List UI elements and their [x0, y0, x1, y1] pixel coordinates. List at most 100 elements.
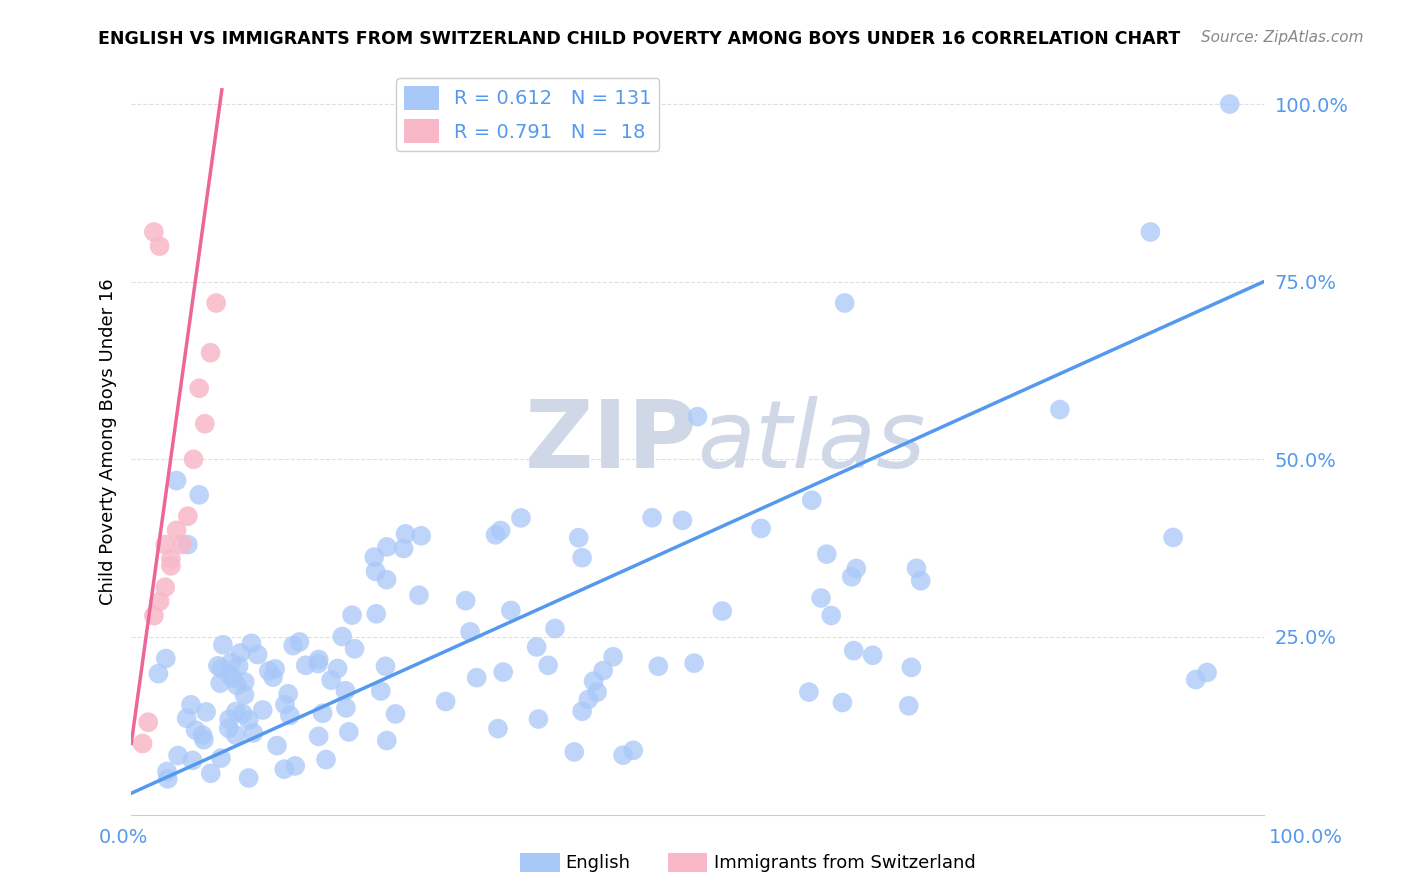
- Point: [184, 723, 207, 738]
- Point: [181, 753, 204, 767]
- Point: [576, 692, 599, 706]
- Point: [191, 728, 214, 742]
- Point: [148, 594, 170, 608]
- Point: [148, 239, 170, 253]
- Point: [834, 296, 856, 310]
- Point: [337, 725, 360, 739]
- Point: [232, 706, 254, 721]
- Text: ZIP: ZIP: [524, 395, 697, 488]
- Point: [222, 671, 245, 685]
- Point: [209, 661, 232, 675]
- Point: [228, 658, 250, 673]
- Point: [1197, 665, 1219, 680]
- Point: [225, 705, 247, 719]
- Y-axis label: Child Poverty Among Boys Under 16: Child Poverty Among Boys Under 16: [100, 278, 117, 605]
- Point: [862, 648, 884, 663]
- Point: [537, 658, 560, 673]
- Point: [180, 698, 202, 712]
- Point: [375, 540, 398, 554]
- Point: [465, 671, 488, 685]
- Point: [194, 417, 217, 431]
- Point: [897, 698, 920, 713]
- Point: [612, 748, 634, 763]
- Point: [277, 687, 299, 701]
- Point: [374, 659, 396, 673]
- Point: [364, 565, 387, 579]
- Point: [212, 638, 235, 652]
- Point: [218, 721, 240, 735]
- Point: [315, 753, 337, 767]
- Point: [233, 688, 256, 702]
- Point: [136, 715, 159, 730]
- Point: [458, 624, 481, 639]
- Point: [225, 728, 247, 742]
- Point: [408, 588, 430, 602]
- Point: [160, 558, 183, 573]
- Point: [156, 772, 179, 786]
- Point: [492, 665, 515, 679]
- Point: [229, 646, 252, 660]
- Text: 100.0%: 100.0%: [1268, 828, 1343, 847]
- Point: [209, 751, 232, 765]
- Point: [484, 528, 506, 542]
- Point: [264, 662, 287, 676]
- Point: [166, 524, 188, 538]
- Point: [384, 706, 406, 721]
- Point: [142, 225, 165, 239]
- Point: [454, 593, 477, 607]
- Point: [240, 636, 263, 650]
- Point: [233, 675, 256, 690]
- Point: [294, 658, 316, 673]
- Point: [544, 622, 567, 636]
- Point: [142, 608, 165, 623]
- Point: [226, 678, 249, 692]
- Point: [749, 521, 772, 535]
- Point: [177, 537, 200, 551]
- Point: [188, 488, 211, 502]
- Point: [686, 409, 709, 424]
- Point: [209, 676, 232, 690]
- Point: [238, 771, 260, 785]
- Point: [571, 704, 593, 718]
- Point: [815, 547, 838, 561]
- Point: [841, 570, 863, 584]
- Point: [411, 529, 433, 543]
- Point: [831, 696, 853, 710]
- Text: English: English: [565, 854, 630, 871]
- Point: [340, 608, 363, 623]
- Point: [641, 510, 664, 524]
- Point: [363, 550, 385, 565]
- Point: [319, 673, 342, 687]
- Point: [800, 493, 823, 508]
- Point: [148, 666, 170, 681]
- Point: [193, 732, 215, 747]
- Point: [183, 452, 205, 467]
- Point: [1184, 673, 1206, 687]
- Point: [621, 743, 644, 757]
- Point: [307, 657, 329, 671]
- Point: [568, 531, 591, 545]
- Point: [274, 698, 297, 712]
- Point: [335, 683, 357, 698]
- Point: [188, 381, 211, 395]
- Point: [1161, 531, 1184, 545]
- Point: [218, 712, 240, 726]
- Point: [797, 685, 820, 699]
- Point: [486, 722, 509, 736]
- Point: [571, 550, 593, 565]
- Point: [489, 524, 512, 538]
- Point: [905, 561, 928, 575]
- Point: [252, 703, 274, 717]
- Point: [155, 651, 177, 665]
- Point: [242, 726, 264, 740]
- Point: [308, 729, 330, 743]
- Point: [156, 764, 179, 779]
- Point: [308, 652, 330, 666]
- Point: [683, 656, 706, 670]
- Point: [177, 509, 200, 524]
- Point: [842, 643, 865, 657]
- Text: atlas: atlas: [697, 396, 925, 487]
- Point: [160, 551, 183, 566]
- Point: [131, 737, 153, 751]
- Point: [288, 635, 311, 649]
